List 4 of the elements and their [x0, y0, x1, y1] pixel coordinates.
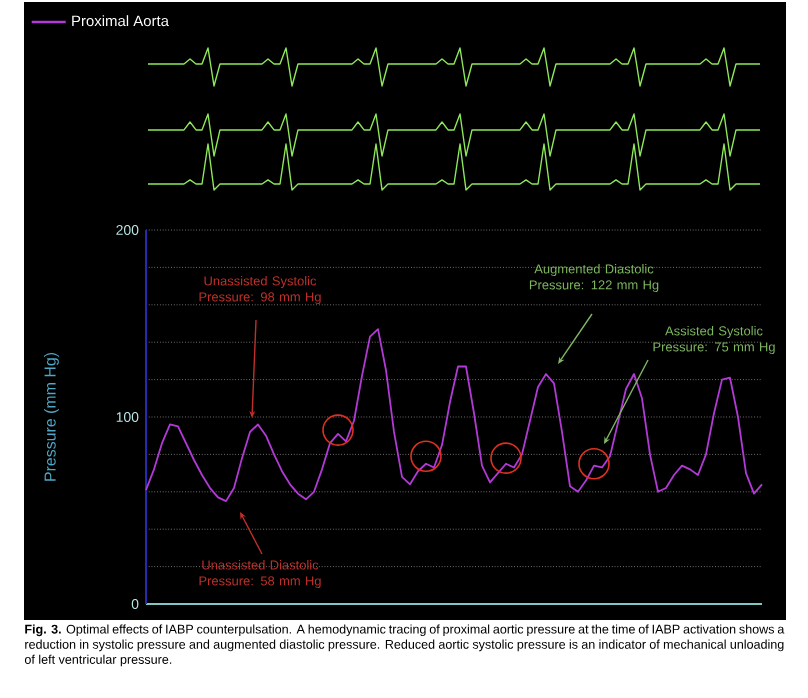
- point: [578, 447, 610, 480]
- point: [322, 414, 354, 446]
- point: [490, 442, 522, 474]
- point: [410, 440, 442, 473]
